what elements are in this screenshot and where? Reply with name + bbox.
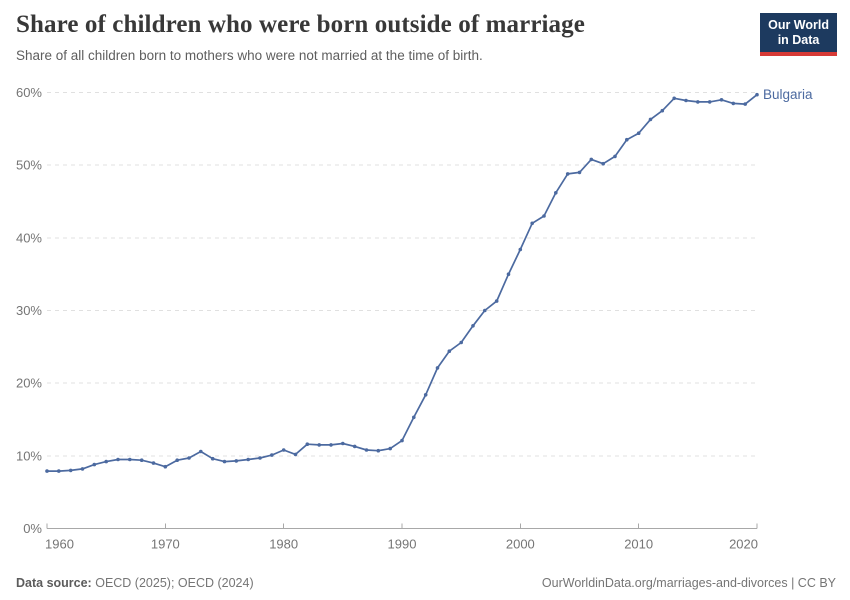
data-point bbox=[80, 467, 85, 471]
data-point bbox=[293, 452, 298, 457]
y-tick-label: 30% bbox=[16, 303, 42, 318]
data-point bbox=[518, 247, 523, 252]
data-point bbox=[423, 393, 428, 397]
data-point bbox=[199, 449, 203, 454]
y-tick-label: 20% bbox=[16, 376, 42, 391]
data-point bbox=[92, 462, 97, 467]
data-point bbox=[222, 459, 227, 464]
data-point bbox=[376, 448, 381, 453]
data-source: Data source: OECD (2025); OECD (2024) bbox=[16, 576, 254, 590]
data-source-value: OECD (2025); OECD (2024) bbox=[95, 576, 254, 590]
data-source-label: Data source: bbox=[16, 576, 92, 590]
data-point bbox=[660, 108, 665, 113]
data-point bbox=[187, 456, 191, 460]
data-point bbox=[577, 170, 582, 175]
data-point bbox=[163, 464, 168, 469]
chart-footer: Data source: OECD (2025); OECD (2024) Ou… bbox=[16, 576, 836, 590]
data-point bbox=[210, 456, 215, 461]
x-tick-label: 2000 bbox=[506, 537, 535, 552]
data-point bbox=[329, 443, 333, 447]
data-point bbox=[234, 459, 239, 463]
data-point bbox=[601, 161, 605, 166]
data-point bbox=[494, 299, 499, 303]
data-point bbox=[483, 308, 487, 313]
chart-header: Share of children who were born outside … bbox=[16, 10, 760, 65]
series-line-bulgaria[interactable] bbox=[46, 93, 758, 472]
series-markers bbox=[45, 92, 759, 473]
x-tick-label: 1990 bbox=[388, 537, 417, 552]
data-point bbox=[68, 468, 73, 473]
y-tick-label: 10% bbox=[16, 448, 42, 463]
data-point bbox=[530, 221, 534, 226]
data-point bbox=[707, 100, 712, 104]
data-point bbox=[636, 131, 641, 135]
x-tick-label: 1970 bbox=[151, 537, 180, 552]
data-point bbox=[731, 101, 736, 106]
data-point bbox=[506, 272, 511, 277]
x-tick-label: 1960 bbox=[45, 537, 74, 552]
y-tick-label: 0% bbox=[23, 521, 42, 536]
data-point bbox=[435, 366, 440, 370]
data-point bbox=[246, 457, 250, 462]
x-tick-label: 2010 bbox=[624, 537, 653, 552]
data-point bbox=[719, 98, 724, 102]
data-point bbox=[305, 442, 310, 447]
data-point bbox=[139, 458, 144, 463]
data-point bbox=[317, 443, 322, 447]
data-point bbox=[388, 446, 393, 451]
data-point bbox=[589, 157, 594, 162]
y-tick-label: 40% bbox=[16, 230, 42, 245]
data-point bbox=[412, 415, 416, 420]
data-point bbox=[613, 154, 617, 159]
data-point bbox=[175, 458, 179, 463]
y-gridlines: 0% 10% 20% 30% 40% 50% 60% bbox=[16, 85, 757, 536]
data-point bbox=[104, 459, 108, 464]
data-point bbox=[743, 102, 747, 106]
data-point bbox=[471, 324, 475, 328]
data-point bbox=[672, 96, 676, 101]
data-point bbox=[45, 469, 49, 473]
data-point bbox=[648, 117, 653, 122]
data-point bbox=[57, 469, 61, 473]
data-point bbox=[459, 340, 464, 345]
data-point bbox=[364, 448, 369, 452]
data-point bbox=[625, 137, 629, 142]
chart-subtitle: Share of all children born to mothers wh… bbox=[16, 48, 483, 63]
owid-logo-line1: Our World bbox=[768, 18, 829, 32]
data-point bbox=[116, 457, 120, 462]
y-tick-label: 60% bbox=[16, 85, 42, 100]
data-point bbox=[684, 98, 688, 103]
data-point bbox=[270, 453, 274, 457]
x-tick-label: 2020 bbox=[729, 537, 758, 552]
data-point bbox=[554, 191, 558, 195]
data-point bbox=[755, 92, 759, 97]
data-point bbox=[151, 461, 156, 465]
x-tick-label: 1980 bbox=[269, 537, 298, 552]
chart-title: Share of children who were born outside … bbox=[16, 11, 585, 38]
data-point bbox=[281, 448, 286, 452]
data-point bbox=[447, 349, 452, 354]
data-point bbox=[400, 438, 404, 443]
data-point bbox=[565, 172, 570, 176]
y-tick-label: 50% bbox=[16, 158, 42, 173]
owid-logo-line2: in Data bbox=[777, 33, 820, 47]
data-point bbox=[341, 441, 345, 446]
data-point bbox=[542, 214, 546, 218]
data-point bbox=[352, 444, 357, 449]
data-point bbox=[128, 457, 132, 462]
data-point bbox=[258, 456, 262, 460]
owid-logo[interactable]: Our World in Data bbox=[760, 13, 837, 56]
data-point bbox=[696, 100, 700, 104]
x-axis: 1960 1970 1980 1990 2000 2010 2020 bbox=[45, 523, 758, 552]
owid-url-link[interactable]: OurWorldinData.org/marriages-and-divorce… bbox=[541, 576, 836, 590]
series-end-label-bulgaria[interactable]: Bulgaria bbox=[763, 87, 813, 102]
